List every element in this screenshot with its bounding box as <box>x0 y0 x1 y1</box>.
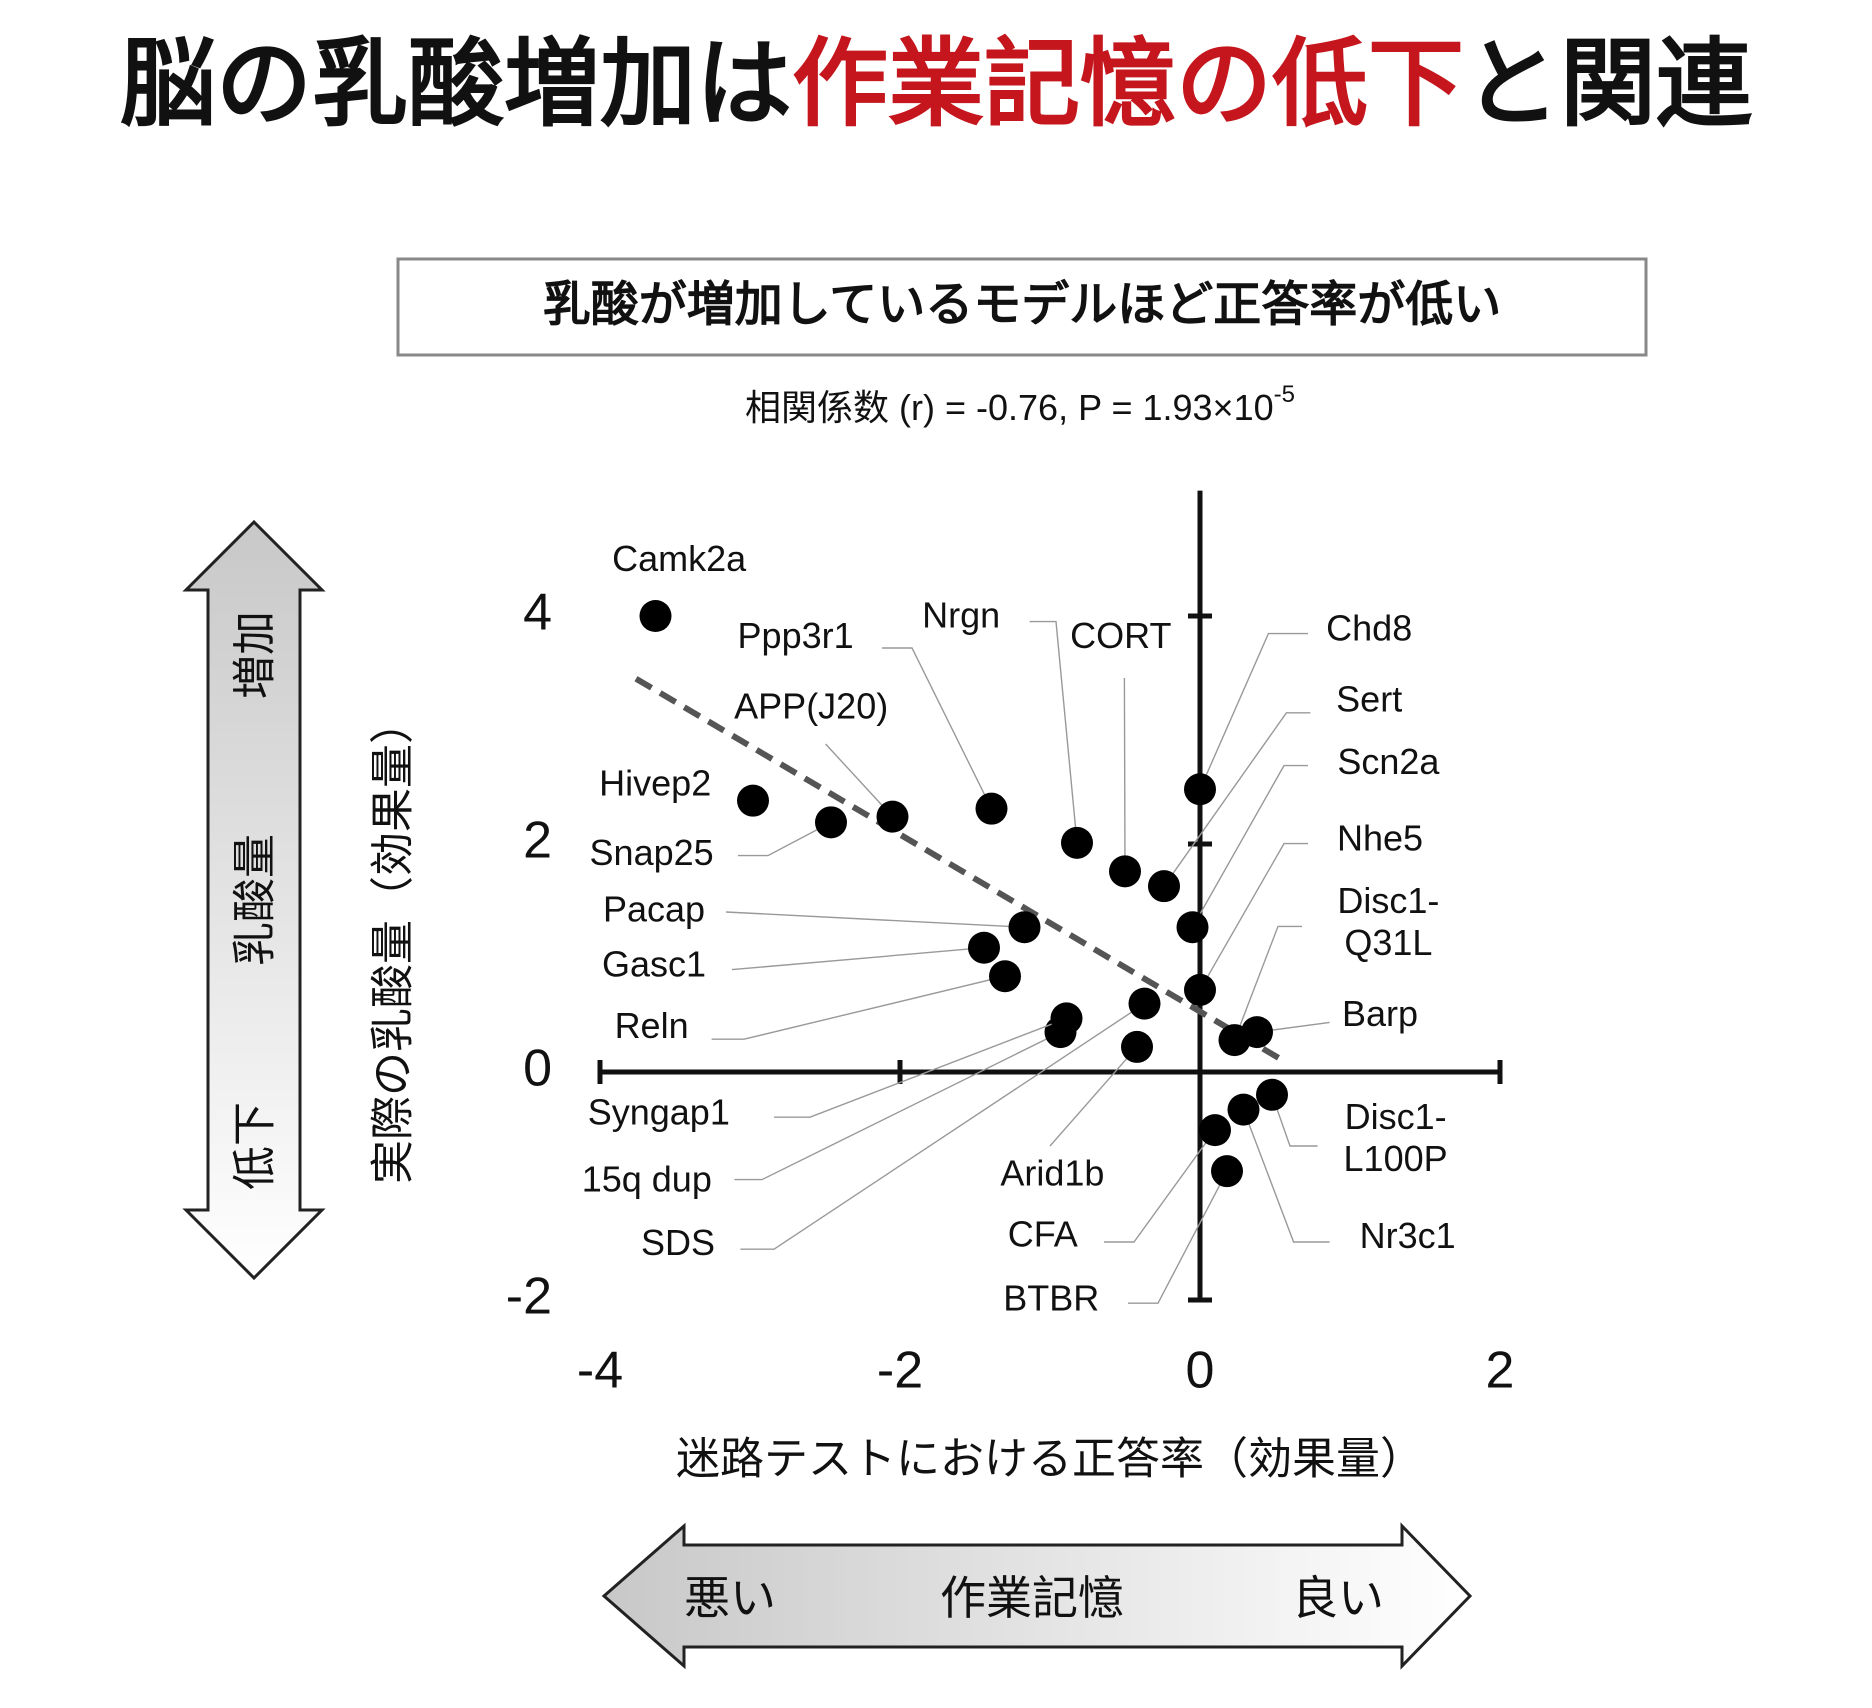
point <box>1121 1030 1153 1063</box>
point-label: BTBR <box>1003 1277 1099 1318</box>
leader-line <box>1123 677 1126 872</box>
point-label: Disc1- <box>1337 880 1439 921</box>
point <box>1256 1078 1288 1111</box>
leader-line <box>738 821 832 857</box>
point-label: Reln <box>615 1005 689 1046</box>
subtitle: 乳酸が増加しているモデルほど正答率が低い <box>543 278 1502 332</box>
leader-line <box>1163 712 1311 887</box>
point-label: Syngap1 <box>588 1091 730 1132</box>
leader-line <box>1199 842 1308 991</box>
leader-line <box>1199 632 1308 790</box>
point <box>1199 1114 1231 1147</box>
y-tick-label: 0 <box>523 1040 552 1098</box>
point <box>975 792 1008 825</box>
stat-exponent: -5 <box>1274 381 1295 408</box>
point-label: Gasc1 <box>602 944 706 985</box>
point <box>1050 1002 1083 1035</box>
point-label: Chd8 <box>1326 608 1412 649</box>
point <box>1148 870 1180 903</box>
point <box>1211 1155 1243 1188</box>
leader-line <box>774 1017 1067 1118</box>
point <box>876 800 909 833</box>
point <box>1109 855 1141 888</box>
leader-line <box>1029 620 1078 843</box>
point-label: Ppp3r1 <box>738 615 854 656</box>
x-arrow-middle: 作業記憶 <box>940 1572 1124 1624</box>
point-label: CFA <box>1008 1214 1078 1255</box>
leader-line <box>725 911 1025 928</box>
x-tick-label: -2 <box>877 1342 923 1400</box>
y-tick-label: 2 <box>523 812 552 870</box>
point <box>968 931 1000 964</box>
leader-line <box>1049 1046 1138 1147</box>
point-label: Arid1b <box>1000 1153 1104 1194</box>
point <box>1227 1093 1260 1126</box>
title-part: と関連 <box>1464 31 1753 138</box>
stat-main: 相関係数 (r) = -0.76, P = 1.93×10 <box>745 387 1274 428</box>
point <box>1241 1016 1273 1049</box>
leader-line <box>1104 1129 1216 1243</box>
point-label: Q31L <box>1344 922 1432 963</box>
point <box>1184 973 1216 1006</box>
point-label: Disc1- <box>1345 1096 1447 1137</box>
leader-line <box>731 947 985 971</box>
leader-line <box>882 647 993 809</box>
point-label: L100P <box>1344 1138 1448 1179</box>
x-axis-label: 迷路テストにおける正答率（効果量） <box>676 1435 1424 1484</box>
y-arrow <box>182 519 326 1281</box>
point-label: Barp <box>1342 993 1418 1034</box>
point <box>1184 773 1216 806</box>
subtitle-box <box>396 257 1648 357</box>
point <box>989 960 1021 993</box>
point-label: CORT <box>1070 615 1171 656</box>
point <box>1008 911 1041 944</box>
x-arrow-right: 良い <box>1292 1572 1384 1624</box>
point-label: Nhe5 <box>1337 818 1423 859</box>
trend-line <box>634 676 1289 1066</box>
stat-text: 相関係数 (r) = -0.76, P = 1.93×10-5 <box>745 381 1295 427</box>
x-tick-label: 2 <box>1486 1342 1515 1400</box>
point <box>1176 911 1209 944</box>
point-label: APP(J20) <box>734 686 888 727</box>
y-arrow-middle: 乳酸量 <box>231 834 280 966</box>
x-arrow <box>601 1522 1473 1670</box>
point <box>815 806 847 839</box>
point-label: Pacap <box>603 889 705 930</box>
point-label: Scn2a <box>1337 741 1440 782</box>
point-label: Nr3c1 <box>1360 1215 1456 1256</box>
leader-line <box>1128 1170 1228 1304</box>
y-arrow-bottom: 低下 <box>231 1102 280 1190</box>
y-axis-label: 実際の乳酸量（効果量） <box>369 700 418 1184</box>
x-tick-label: 0 <box>1186 1342 1215 1400</box>
x-arrow-left: 悪い <box>684 1572 776 1624</box>
point-label: 15q dup <box>582 1159 712 1200</box>
chart-title: 脳の乳酸増加は作業記憶の低下と関連 <box>120 31 1753 138</box>
point-label: Sert <box>1336 679 1402 720</box>
point-label: Snap25 <box>590 832 714 873</box>
leader-line <box>1242 1109 1330 1243</box>
point <box>737 784 769 817</box>
leader-line <box>734 1031 1061 1181</box>
point-label: Nrgn <box>922 595 1000 636</box>
y-tick-label: -2 <box>506 1268 552 1326</box>
point-label: Hivep2 <box>599 763 711 804</box>
point <box>1061 826 1093 859</box>
y-tick-label: 4 <box>523 584 552 642</box>
point-label: SDS <box>641 1222 715 1263</box>
point <box>639 600 672 632</box>
point <box>1128 987 1161 1020</box>
x-tick-label: -4 <box>577 1342 623 1400</box>
y-arrow-top: 増加 <box>231 611 280 699</box>
title-part: 作業記憶の低下 <box>792 31 1464 138</box>
leader-line <box>711 975 1006 1040</box>
title-part: 脳の乳酸増加は <box>120 31 792 138</box>
leader-line <box>825 743 894 818</box>
leader-line <box>1191 764 1308 928</box>
leader-line <box>1271 1094 1318 1147</box>
leader-line <box>1233 925 1302 1041</box>
leader-line <box>740 1003 1145 1250</box>
point-label: Camk2a <box>612 538 747 579</box>
